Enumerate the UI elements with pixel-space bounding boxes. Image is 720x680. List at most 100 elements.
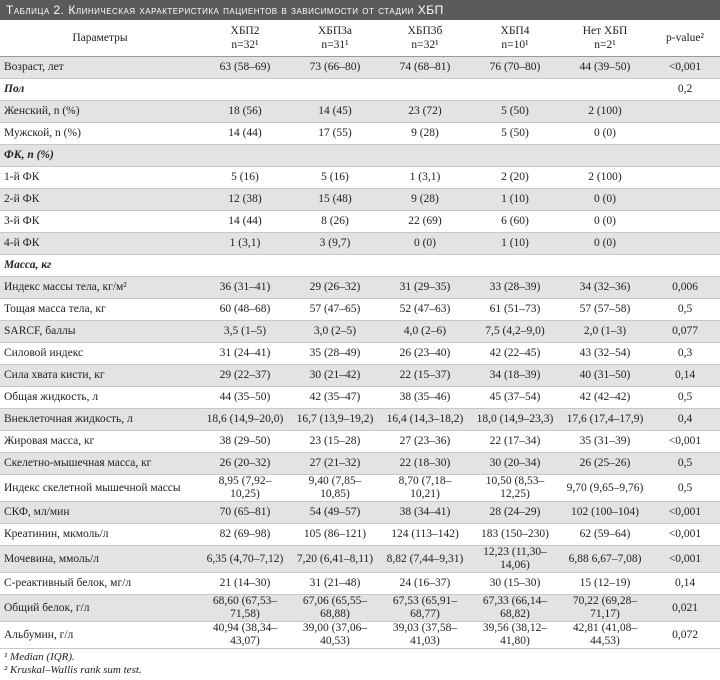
table-row: Жировая масса, кг 38 (29–50) 23 (15–28) 27 … [0, 430, 720, 453]
cell: 5 (50) [470, 122, 560, 145]
row-label: Общий белок, г/л [0, 594, 200, 622]
cell: 0 (0) [560, 232, 650, 255]
cell: 7,20 (6,41–8,11) [290, 545, 380, 573]
table-row: Мужской, n (%) 14 (44) 17 (55) 9 (28) 5 (50)… [0, 122, 720, 145]
cell [380, 144, 470, 167]
cell: 39,00 (37,06–40,53) [290, 621, 380, 649]
row-label: Креатинин, мкмоль/л [0, 523, 200, 546]
row-label: Женский, n (%) [0, 100, 200, 123]
cell: 183 (150–230) [470, 523, 560, 546]
footnotes: ¹ Median (IQR). ² Kruskal–Wallis rank sum… [0, 649, 720, 679]
p-value: 0,4 [650, 408, 720, 431]
cell: 1 (10) [470, 232, 560, 255]
cell: 1 (3,1) [380, 166, 470, 189]
cell: 39,03 (37,58–41,03) [380, 621, 470, 649]
cell: 29 (26–32) [290, 276, 380, 299]
cell: 34 (18–39) [470, 364, 560, 387]
cell: 42 (35–47) [290, 386, 380, 409]
cell: 38 (34–41) [380, 501, 470, 524]
cell: 68,60 (67,53–71,58) [200, 594, 290, 622]
row-label: Скелетно-мышечная масса, кг [0, 452, 200, 475]
table-row: Силовой индекс 31 (24–41) 35 (28–49) 26 (23… [0, 342, 720, 365]
cell: 67,53 (65,91–68,77) [380, 594, 470, 622]
cell: 8,95 (7,92–10,25) [200, 474, 290, 502]
cell: 22 (69) [380, 210, 470, 233]
cell: 2 (100) [560, 100, 650, 123]
table-row: SARCF, баллы 3,5 (1–5) 3,0 (2–5) 4,0 (2–6) 7… [0, 320, 720, 343]
cell: 26 (23–40) [380, 342, 470, 365]
cell: 1 (10) [470, 188, 560, 211]
cell: 30 (15–30) [470, 572, 560, 595]
row-label: SARCF, баллы [0, 320, 200, 343]
cell: 61 (51–73) [470, 298, 560, 321]
row-label: Общая жидкость, л [0, 386, 200, 409]
group-n: n=2¹ [594, 39, 616, 51]
cell: 8,82 (7,44–9,31) [380, 545, 470, 573]
cell: 9 (28) [380, 122, 470, 145]
header-row: Параметры ХБП2 n=32¹ ХБП3а n=31¹ ХБП3б n=32¹ ХБ… [0, 20, 720, 57]
table-row: Индекс скелетной мышечной массы 8,95 (7,9… [0, 474, 720, 502]
p-value: 0,006 [650, 276, 720, 299]
row-label: Сила хвата кисти, кг [0, 364, 200, 387]
cell: 6,88 6,67–7,08) [560, 545, 650, 573]
cell: 9,40 (7,85–10,85) [290, 474, 380, 502]
cell: 2,0 (1–3) [560, 320, 650, 343]
cell: 2 (20) [470, 166, 560, 189]
table-row: Индекс массы тела, кг/м² 36 (31–41) 29 (26… [0, 276, 720, 299]
cell: 12,23 (11,30–14,06) [470, 545, 560, 573]
table-row: Масса, кг [0, 254, 720, 277]
section-label: Масса, кг [0, 254, 200, 277]
cell: 54 (49–57) [290, 501, 380, 524]
row-label: СКФ, мл/мин [0, 501, 200, 524]
cell: 16,4 (14,3–18,2) [380, 408, 470, 431]
cell [650, 232, 720, 255]
cell: 43 (32–54) [560, 342, 650, 365]
row-label: Индекс массы тела, кг/м² [0, 276, 200, 299]
table-title: Таблица 2. Клиническая характеристика па… [0, 0, 720, 20]
cell [650, 188, 720, 211]
p-value: 0,5 [650, 452, 720, 475]
p-value: 0,5 [650, 386, 720, 409]
cell: 42,81 (41,08–44,53) [560, 621, 650, 649]
cell: 31 (29–35) [380, 276, 470, 299]
cell: 31 (24–41) [200, 342, 290, 365]
table: Параметры ХБП2 n=32¹ ХБП3а n=31¹ ХБП3б n=32¹ ХБ… [0, 20, 720, 649]
header-cell: ХБП4 n=10¹ [470, 20, 560, 57]
cell: 35 (28–49) [290, 342, 380, 365]
cell: 27 (23–36) [380, 430, 470, 453]
table-row: 3-й ФК 14 (44) 8 (26) 22 (69) 6 (60) 0 (0) [0, 210, 720, 233]
row-label: Альбумин, г/л [0, 621, 200, 649]
cell: 0 (0) [380, 232, 470, 255]
cell: 124 (113–142) [380, 523, 470, 546]
cell: 76 (70–80) [470, 56, 560, 79]
group-name: ХБП3б [407, 25, 443, 37]
cell [200, 144, 290, 167]
table-row: Общий белок, г/л 68,60 (67,53–71,58) 67,06… [0, 594, 720, 622]
cell [560, 254, 650, 277]
row-label: 3-й ФК [0, 210, 200, 233]
cell: 3,0 (2–5) [290, 320, 380, 343]
cell: 102 (100–104) [560, 501, 650, 524]
cell: 34 (32–36) [560, 276, 650, 299]
p-value: 0,14 [650, 572, 720, 595]
table-row: Скелетно-мышечная масса, кг 26 (20–32) 27 … [0, 452, 720, 475]
cell: 70,22 (69,28–71,17) [560, 594, 650, 622]
cell: 5 (16) [290, 166, 380, 189]
cell [290, 144, 380, 167]
p-value: <0,001 [650, 545, 720, 573]
cell: 67,33 (66,14–68,82) [470, 594, 560, 622]
table-row: Мочевина, ммоль/л 6,35 (4,70–7,12) 7,20 (6… [0, 545, 720, 573]
cell [380, 254, 470, 277]
cell [650, 166, 720, 189]
cell: 4,0 (2–6) [380, 320, 470, 343]
cell: 22 (17–34) [470, 430, 560, 453]
p-value: 0,14 [650, 364, 720, 387]
cell: 30 (21–42) [290, 364, 380, 387]
row-label: 2-й ФК [0, 188, 200, 211]
p-value: 0,5 [650, 474, 720, 502]
cell: 35 (31–39) [560, 430, 650, 453]
header-cell: ХБП3б n=32¹ [380, 20, 470, 57]
row-label: Жировая масса, кг [0, 430, 200, 453]
cell [560, 78, 650, 101]
